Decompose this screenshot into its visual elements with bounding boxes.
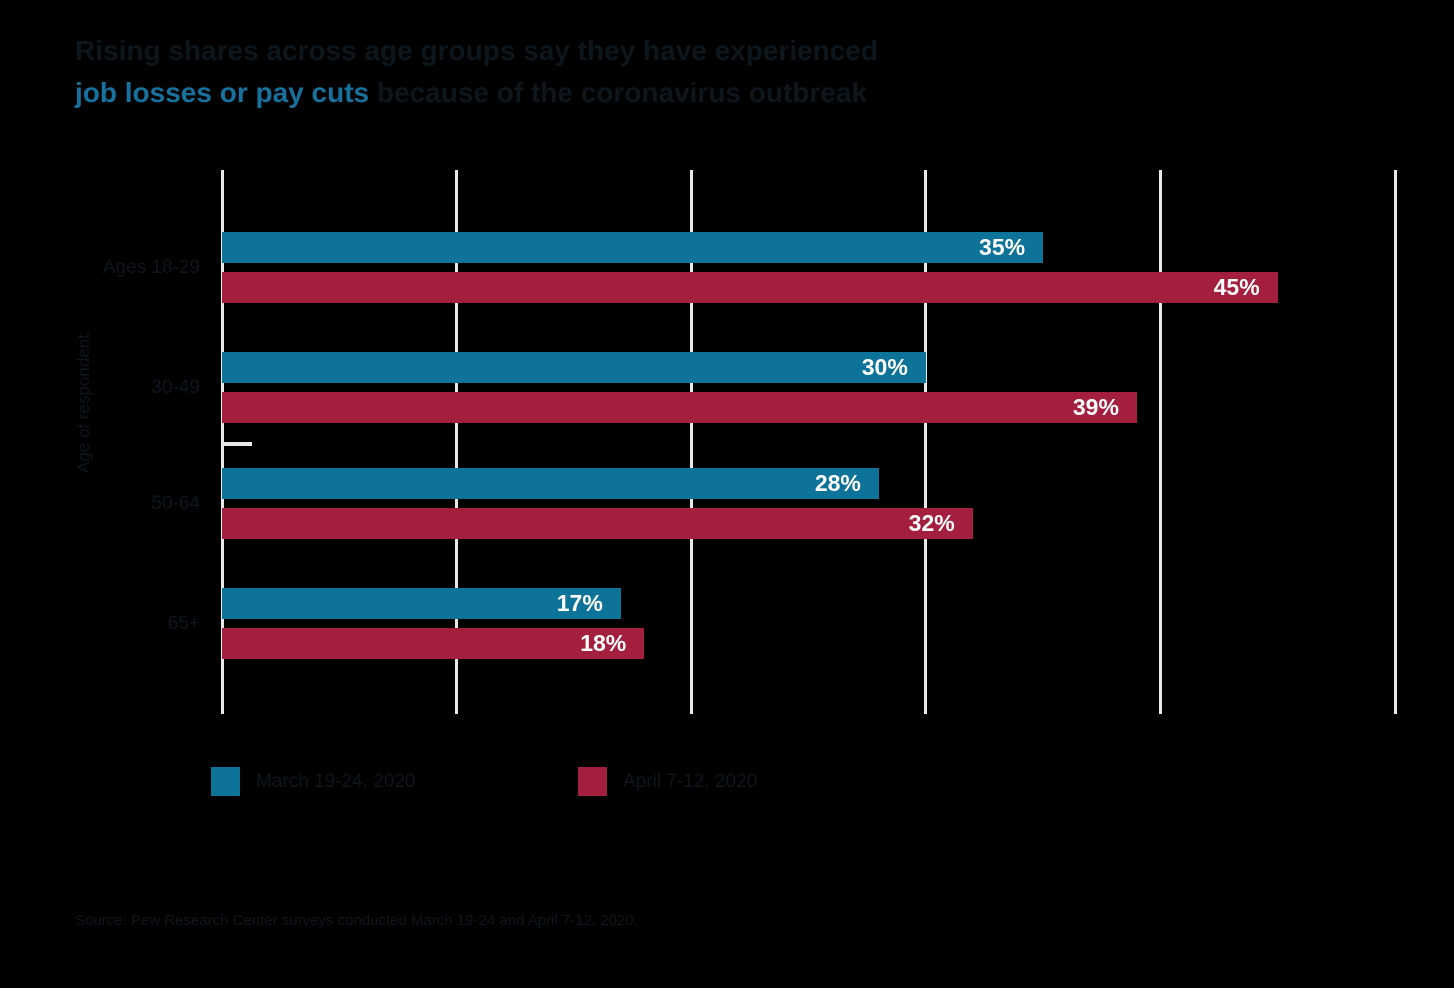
bar-value-label: 32%	[908, 510, 955, 536]
bar-value-label: 35%	[979, 234, 1026, 260]
gridline-40	[1158, 170, 1162, 714]
chart-title-line2-rest: because of the coronavirus outbreak	[369, 77, 868, 108]
category-label: 65+	[167, 612, 200, 634]
source-note: Source: Pew Research Center surveys cond…	[75, 912, 638, 929]
bar-65+-April 7-12, 2020: 18%	[222, 628, 645, 659]
bar-value-label: 17%	[556, 590, 603, 616]
legend-label-series1: March 19-24, 2020	[256, 770, 416, 792]
legend-swatch-blue	[211, 767, 240, 796]
bar-Ages 18-29-April 7-12, 2020: 45%	[222, 272, 1278, 303]
bar-50-64-March 19-24, 2020: 28%	[222, 468, 879, 499]
bar-65+-March 19-24, 2020: 17%	[222, 588, 621, 619]
category-label: 50-64	[151, 492, 200, 514]
chart-title-highlight: job losses or pay cuts	[75, 77, 370, 108]
legend-label-series2: April 7-12, 2020	[623, 770, 758, 792]
category-label: 30-49	[151, 376, 200, 398]
bar-value-label: 30%	[861, 354, 908, 380]
bar-30-49-March 19-24, 2020: 30%	[222, 352, 926, 383]
gridline-30	[924, 170, 928, 714]
legend-item-series2: April 7-12, 2020	[578, 767, 757, 796]
category-label: Ages 18-29	[102, 256, 200, 278]
bar-30-49-April 7-12, 2020: 39%	[222, 392, 1137, 423]
y-axis-label: Age of respondent	[74, 334, 93, 474]
bar-value-label: 28%	[814, 470, 861, 496]
chart-title-line1-text: Rising shares across age groups say they…	[75, 35, 879, 66]
chart-title: Rising shares across age groups say they…	[75, 30, 1195, 114]
gridline-50	[1393, 170, 1397, 714]
bar-Ages 18-29-March 19-24, 2020: 35%	[222, 232, 1044, 263]
legend-swatch-red	[578, 767, 607, 796]
gridline-10	[455, 170, 459, 714]
bar-value-label: 39%	[1072, 394, 1119, 420]
bar-value-label: 18%	[580, 630, 627, 656]
bar-value-label: 45%	[1213, 274, 1260, 300]
gridline-20	[689, 170, 693, 714]
bar-50-64-April 7-12, 2020: 32%	[222, 508, 973, 539]
chart-title-line2: job losses or pay cuts because of the co…	[75, 72, 1195, 114]
legend-item-series1: March 19-24, 2020	[211, 767, 416, 796]
chart-title-line1: Rising shares across age groups say they…	[75, 30, 1195, 72]
y-axis-tick	[222, 442, 252, 446]
